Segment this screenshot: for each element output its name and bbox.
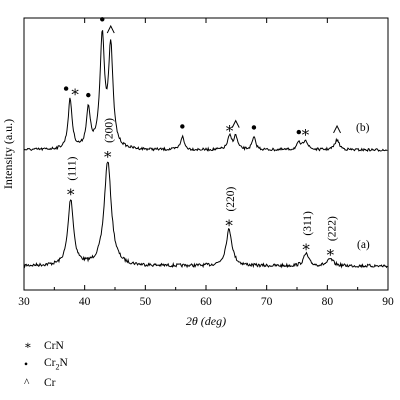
miller-index-label: (111) xyxy=(67,156,79,180)
miller-index-label: (220) xyxy=(225,186,237,211)
miller-index-label: (222) xyxy=(326,216,338,241)
x-tick-label: 90 xyxy=(382,296,394,308)
crn-marker: ∗ xyxy=(225,121,235,137)
series-b-line xyxy=(23,30,388,152)
crn-marker: ∗ xyxy=(325,245,335,261)
crn-marker: ∗ xyxy=(301,240,311,256)
dot-icon: • xyxy=(24,358,29,371)
cr2n-marker xyxy=(180,124,185,129)
legend-label: CrN xyxy=(44,340,64,352)
series-b-label: (b) xyxy=(356,122,370,134)
legend-label: Cr2N xyxy=(44,357,68,372)
cr2n-marker xyxy=(63,86,69,91)
x-tick-label: 40 xyxy=(79,296,91,308)
asterisk-icon: ∗ xyxy=(24,340,32,352)
crn-marker: ∗ xyxy=(66,185,76,201)
y-axis-label: Intensity (a.u.) xyxy=(1,119,15,189)
miller-index-label: (311) xyxy=(302,211,314,236)
legend-item-cr: ^ Cr xyxy=(20,375,68,392)
x-tick-label: 70 xyxy=(261,296,273,308)
cr2n-marker xyxy=(251,125,257,130)
crn-marker: ∗ xyxy=(70,85,80,101)
crn-marker: ∗ xyxy=(300,125,310,141)
cr-marker xyxy=(106,24,115,34)
cr2n-marker xyxy=(100,17,105,22)
cr2n-marker xyxy=(296,129,302,135)
crn-marker: ∗ xyxy=(224,216,234,232)
peak-markers: ∗ (111) ∗ (200) ∗ (220) ∗ (311) ∗ (222) ∗ ∗ ∗ xyxy=(63,17,341,261)
cr-marker xyxy=(333,124,341,134)
series-lines xyxy=(23,30,388,269)
cr-marker xyxy=(231,119,240,128)
legend-item-cr2n: • Cr2N xyxy=(20,355,68,375)
series-a-line xyxy=(23,161,388,269)
x-tick-label: 80 xyxy=(322,296,334,308)
crn-marker: ∗ xyxy=(103,147,113,163)
legend: ∗ CrN • Cr2N ^ Cr xyxy=(20,338,68,392)
legend-label: Cr xyxy=(44,377,56,390)
miller-index-label: (200) xyxy=(104,118,116,143)
x-tick-label: 30 xyxy=(18,296,30,308)
x-axis-ticks: 30 40 50 60 70 80 90 xyxy=(18,18,394,308)
x-axis-label: 2θ (deg) xyxy=(186,314,226,328)
legend-item-crn: ∗ CrN xyxy=(20,338,68,355)
cr2n-marker xyxy=(86,92,91,98)
xrd-chart: 30 40 50 60 70 80 90 ∗(111)∗(200)∗(220)∗(311)∗… xyxy=(1,17,394,328)
x-tick-label: 50 xyxy=(140,296,152,308)
x-tick-label: 60 xyxy=(200,296,212,308)
series-a-label: (a) xyxy=(357,239,370,251)
caret-icon: ^ xyxy=(24,377,30,390)
